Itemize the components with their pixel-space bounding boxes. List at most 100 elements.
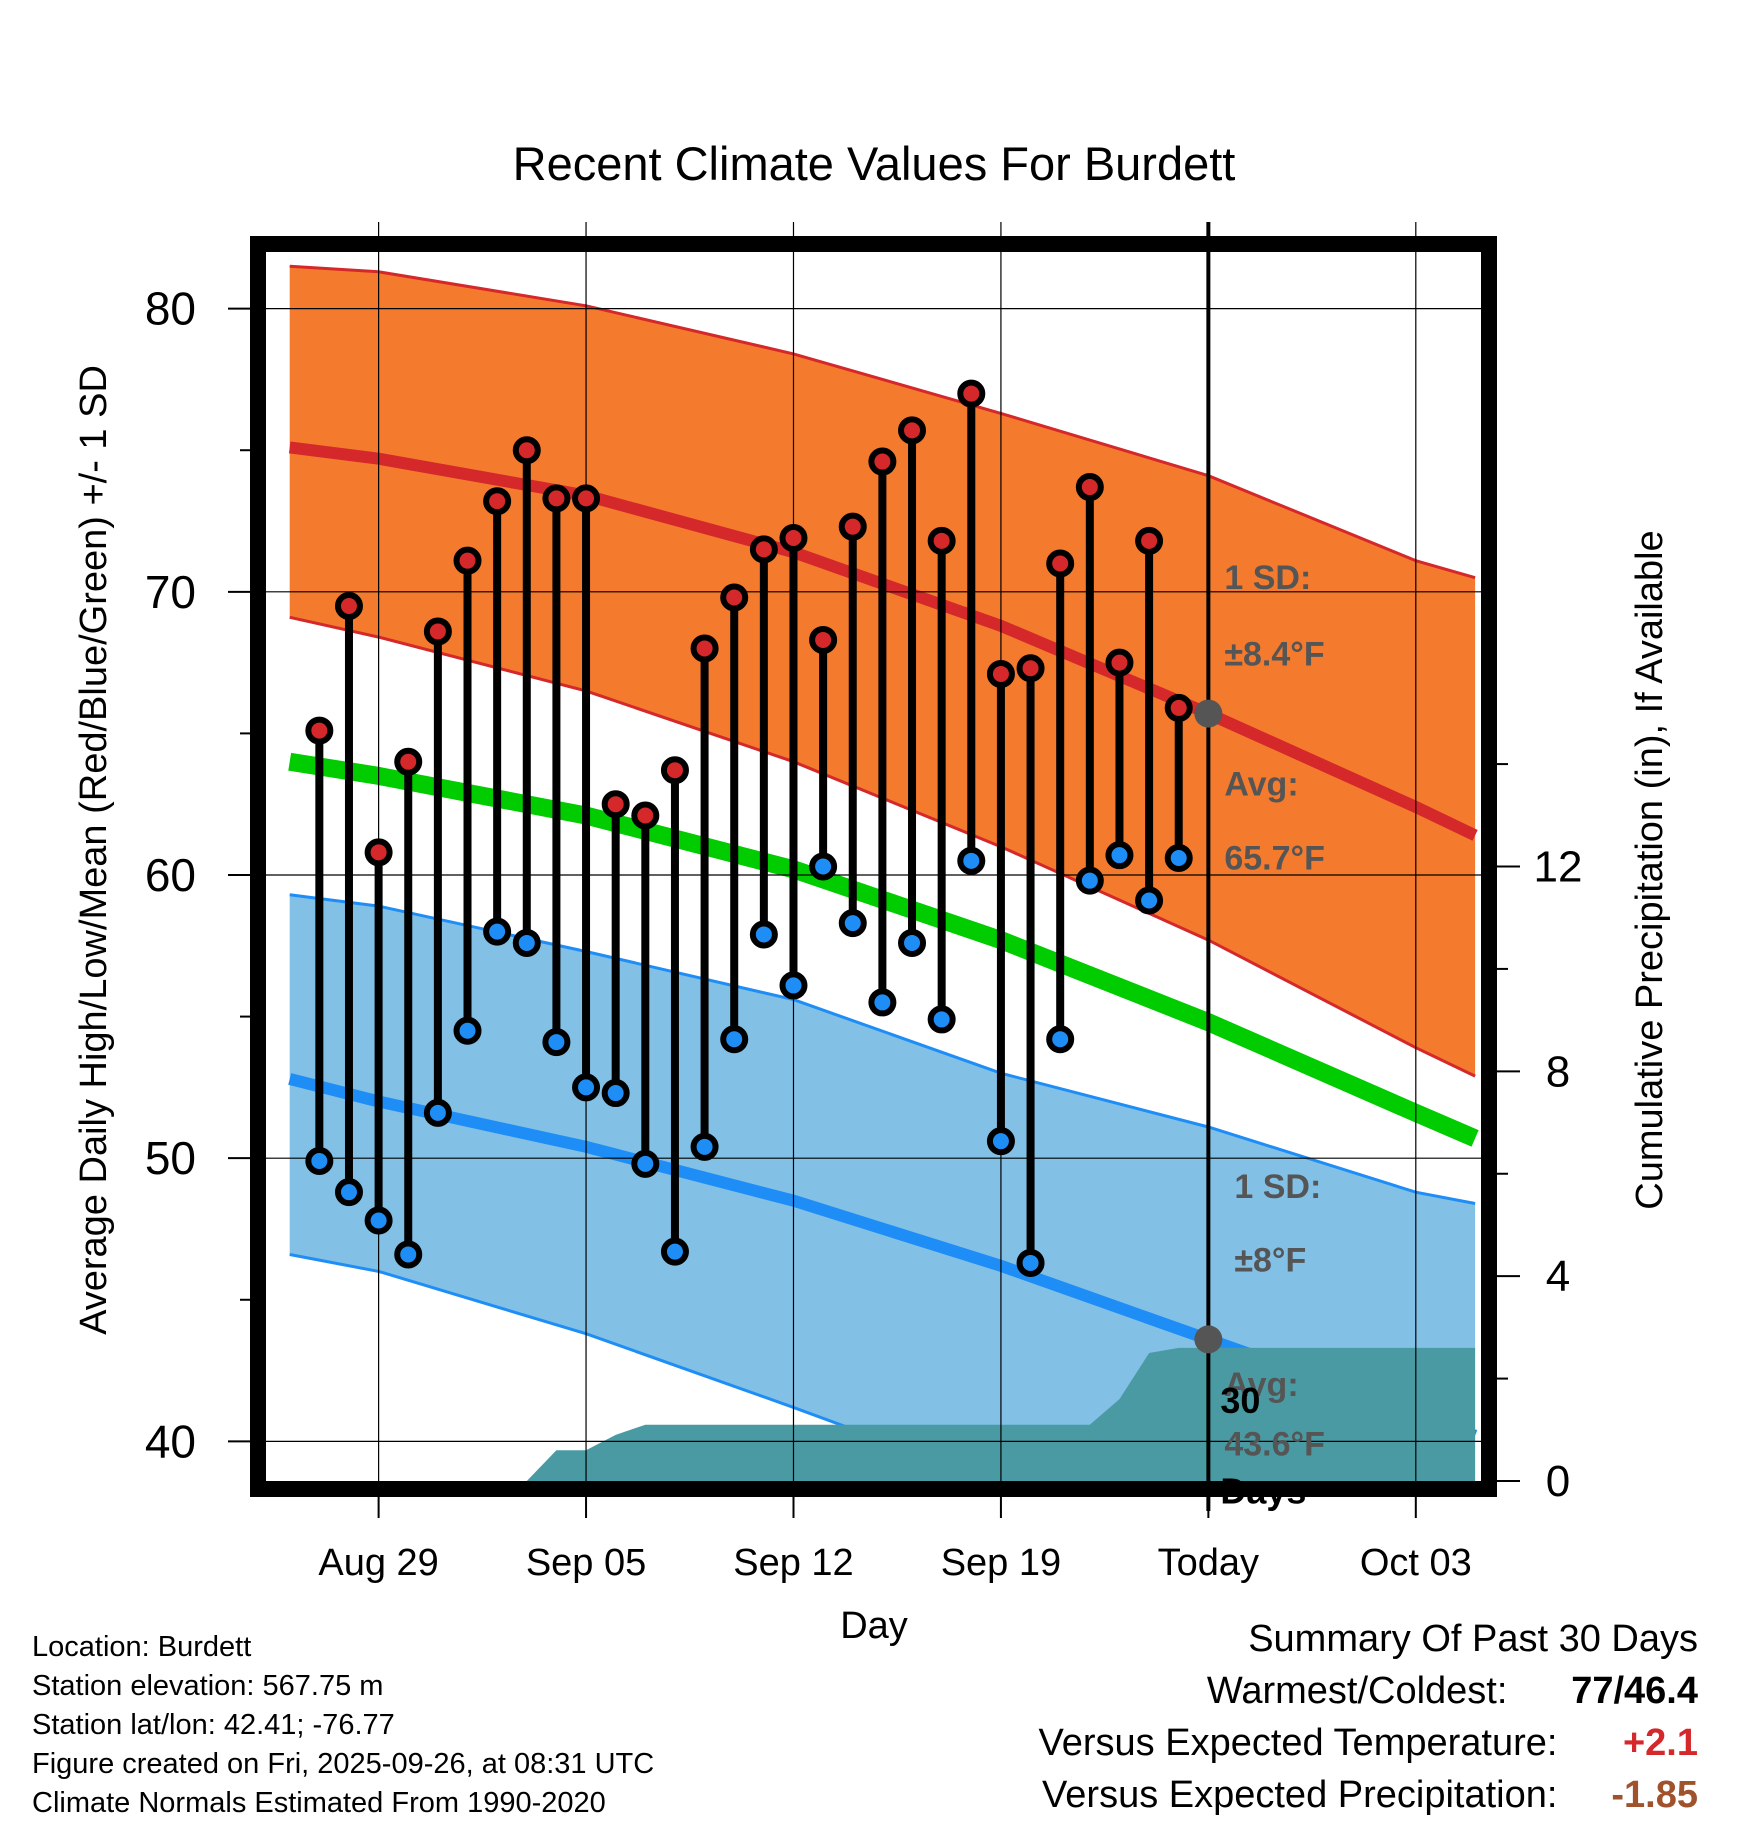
obs-high-marker	[1046, 549, 1075, 578]
y2-axis-label: Cumulative Precipitation (in), If Availa…	[1629, 530, 1671, 1209]
obs-low-marker	[1075, 866, 1104, 895]
today-high-avg-marker	[1194, 699, 1223, 728]
obs-high-marker	[453, 546, 482, 575]
obs-low-marker	[1046, 1025, 1075, 1054]
high-sd-band-lower-edge	[289, 615, 1476, 1078]
obs-high-marker	[749, 535, 778, 564]
obs-high-marker	[1135, 526, 1164, 555]
obs-low-marker	[838, 909, 867, 938]
obs-high-marker	[572, 484, 601, 513]
obs-low-marker	[779, 971, 808, 1000]
obs-low-marker	[483, 917, 512, 946]
obs-low-marker	[749, 920, 778, 949]
obs-low-marker	[720, 1025, 749, 1054]
obs-high-marker	[1164, 693, 1193, 722]
y-tick-label: 70	[145, 566, 196, 618]
obs-high-marker	[1105, 648, 1134, 677]
y-tick-label: 50	[145, 1132, 196, 1184]
annotations: 1 SD: ±8.4°F Avg: 65.7°F 1 SD: ±8°F Avg: 43.6°F…	[1194, 559, 1325, 1512]
summary-warm-cold: Warmest/Coldest: 77/46.4	[1207, 1670, 1698, 1713]
obs-high-marker	[690, 634, 719, 663]
obs-high-marker	[542, 484, 571, 513]
low-sd-title: 1 SD:	[1234, 1168, 1321, 1206]
low-avg-title: Avg:	[1224, 1366, 1298, 1404]
obs-low-marker	[512, 928, 541, 957]
obs-low-marker	[809, 852, 838, 881]
obs-low-marker	[957, 846, 986, 875]
obs-low-marker	[334, 1178, 363, 1207]
high-sd-value: ±8.4°F	[1224, 635, 1324, 673]
precip-label: Versus Expected Precipitation:	[1042, 1774, 1558, 1816]
high-sd-band-upper-edge	[289, 264, 1476, 580]
obs-high-marker	[512, 436, 541, 465]
normals-text: Climate Normals Estimated From 1990-2020	[32, 1787, 606, 1819]
x-tick-label: Sep 12	[733, 1542, 853, 1584]
station-info: Location: Burdett Station elevation: 567…	[32, 1628, 654, 1823]
obs-high-marker	[1075, 473, 1104, 502]
summary-precip: Versus Expected Precipitation: -1.85	[1042, 1774, 1698, 1817]
obs-low-marker	[1164, 844, 1193, 873]
obs-high-marker	[483, 487, 512, 516]
obs-low-marker	[364, 1206, 393, 1235]
obs-high-marker	[631, 801, 660, 830]
obs-low-marker	[1016, 1248, 1045, 1277]
obs-low-marker	[572, 1073, 601, 1102]
y-tick-label: 80	[145, 283, 196, 335]
obs-low-marker	[868, 988, 897, 1017]
obs-high-marker	[927, 526, 956, 555]
high-sd-title: 1 SD:	[1224, 559, 1311, 597]
y-tick-label: 60	[145, 849, 196, 901]
obs-low-marker	[305, 1147, 334, 1176]
obs-low-marker	[927, 1005, 956, 1034]
axes: 40 50 60 70 80 0 4 8 12 Aug 29 Sep 05 Sep 12 Sep 19 T…	[145, 283, 1583, 1584]
obs-low-marker	[394, 1240, 423, 1269]
normal-mean-line	[288, 752, 1479, 1147]
x-axis-label: Day	[840, 1605, 908, 1647]
x-tick-label: Today	[1158, 1542, 1259, 1584]
obs-high-marker	[394, 747, 423, 776]
x-tick-label: Aug 29	[318, 1542, 438, 1584]
chart-title: Recent Climate Values For Burdett	[513, 137, 1236, 190]
warm-cold-value: 77/46.4	[1571, 1670, 1698, 1712]
normal-high-line	[288, 441, 1478, 841]
obs-low-marker	[601, 1079, 630, 1108]
warm-cold-label: Warmest/Coldest:	[1206, 1670, 1508, 1712]
x-tick-label: Oct 03	[1360, 1542, 1472, 1584]
obs-low-marker	[1135, 886, 1164, 915]
obs-high-marker	[660, 756, 689, 785]
low-avg-value: 43.6°F	[1224, 1426, 1325, 1464]
obs-low-marker	[423, 1098, 452, 1127]
today-low-avg-marker	[1194, 1325, 1223, 1354]
temp-value: +2.1	[1622, 1722, 1698, 1764]
y-tick-label: 40	[145, 1415, 196, 1467]
precip-value: -1.85	[1611, 1774, 1698, 1816]
y2-tick-label: 8	[1546, 1047, 1570, 1096]
elevation-text: Station elevation: 567.75 m	[32, 1670, 384, 1702]
latlon-text: Station lat/lon: 42.41; -76.77	[32, 1709, 395, 1741]
obs-high-marker	[957, 379, 986, 408]
obs-high-marker	[364, 838, 393, 867]
high-avg-value: 65.7°F	[1224, 839, 1325, 877]
obs-high-marker	[809, 625, 838, 654]
plot-frame	[250, 236, 1497, 1497]
obs-high-marker	[868, 447, 897, 476]
precip-area	[289, 1347, 1476, 1481]
days-count-number: 30	[1220, 1380, 1260, 1421]
summary-title: Summary Of Past 30 Days	[1248, 1618, 1698, 1660]
obs-high-marker	[720, 583, 749, 612]
obs-high-marker	[334, 591, 363, 620]
obs-low-marker	[986, 1127, 1015, 1156]
y2-tick-label: 4	[1546, 1252, 1570, 1301]
low-sd-band-upper-edge	[289, 893, 1476, 1205]
obs-high-marker	[838, 512, 867, 541]
summary-panel: Summary Of Past 30 Days Warmest/Coldest:…	[798, 1618, 1698, 1828]
location-text: Location: Burdett	[32, 1631, 252, 1663]
y2-tick-label: 0	[1546, 1457, 1570, 1506]
obs-high-marker	[898, 416, 927, 445]
obs-high-marker	[986, 659, 1015, 688]
obs-high-marker	[1016, 654, 1045, 683]
low-sd-value: ±8°F	[1234, 1241, 1306, 1279]
obs-low-marker	[660, 1237, 689, 1266]
obs-low-marker	[453, 1016, 482, 1045]
